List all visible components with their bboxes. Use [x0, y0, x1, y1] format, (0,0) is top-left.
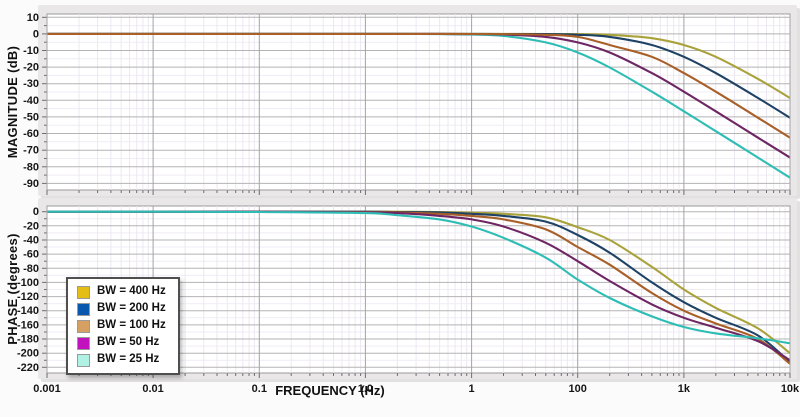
legend-item-label: BW = 400 Hz [97, 285, 166, 298]
y-tick-label: -120 [17, 291, 39, 303]
legend-item-label: BW = 200 Hz [97, 302, 166, 315]
y-tick-label: -90 [23, 178, 39, 190]
phase-axis-title: PHASE (degrees) [5, 233, 20, 345]
curve-bw-25-phase [47, 210, 790, 345]
legend-item: BW = 100 Hz [77, 319, 166, 333]
magnitude-plot: 10 0 -10 -20 -30 -40 -50 -60 -70 -80 -90 [23, 5, 800, 199]
x-tick-label: 1.0 [358, 383, 373, 395]
legend-item-label: BW = 50 Hz [97, 336, 160, 349]
x-tick-label: 10k [781, 383, 800, 395]
y-tick-label: -50 [23, 111, 39, 123]
legend: BW = 400 Hz BW = 200 Hz BW = 100 Hz BW = 50… [66, 277, 180, 375]
legend-item: BW = 50 Hz [77, 336, 166, 350]
phase-plot: 0 -20 -40 -60 -80 -100 -120 -140 -160 -180 -200 -22… [17, 198, 800, 395]
legend-swatch-icon [77, 302, 90, 316]
y-tick-label: -10 [23, 45, 39, 57]
y-tick-label: -80 [23, 161, 39, 173]
y-tick-label: -40 [23, 95, 39, 107]
legend-item: BW = 200 Hz [77, 302, 166, 316]
legend-item-label: BW = 100 Hz [97, 319, 166, 332]
legend-swatch-icon [77, 353, 90, 367]
y-tick-label: -80 [23, 263, 39, 275]
x-tick-label: 100 [569, 383, 587, 395]
frequency-axis-title: FREQUENCY (Hz) [275, 383, 385, 398]
plot-area [46, 13, 791, 191]
y-tick-label: 0 [33, 28, 39, 40]
x-tick-label: 0.01 [142, 383, 163, 395]
legend-item: BW = 25 Hz [77, 353, 166, 367]
y-tick-label: -20 [23, 220, 39, 232]
y-tick-label: -200 [17, 348, 39, 360]
y-tick-label: 0 [33, 206, 39, 218]
y-tick-label: -30 [23, 78, 39, 90]
y-tick-label: -20 [23, 62, 39, 74]
y-tick-label: -70 [23, 145, 39, 157]
curve-bw-100-magnitude [47, 32, 790, 139]
legend-swatch-icon [77, 319, 90, 333]
y-tick-label: -180 [17, 334, 39, 346]
y-tick-label: -60 [23, 128, 39, 140]
y-tick-label: 10 [27, 12, 39, 24]
y-tick-label: -60 [23, 249, 39, 261]
y-tick-label: -160 [17, 319, 39, 331]
x-tick-label: 1 [469, 383, 475, 395]
x-tick-label: 1k [678, 383, 691, 395]
y-tick-label: -140 [17, 305, 39, 317]
legend-item: BW = 400 Hz [77, 285, 166, 299]
legend-swatch-icon [77, 285, 90, 299]
magnitude-axis-title: MAGNITUDE (dB) [5, 45, 20, 159]
y-tick-label: -220 [17, 362, 39, 374]
legend-swatch-icon [77, 336, 90, 350]
legend-item-label: BW = 25 Hz [97, 353, 160, 366]
y-tick-label: -40 [23, 235, 39, 247]
y-tick-label: -100 [17, 277, 39, 289]
x-tick-label: 0.1 [252, 383, 267, 395]
x-tick-label: 0.001 [33, 383, 61, 395]
